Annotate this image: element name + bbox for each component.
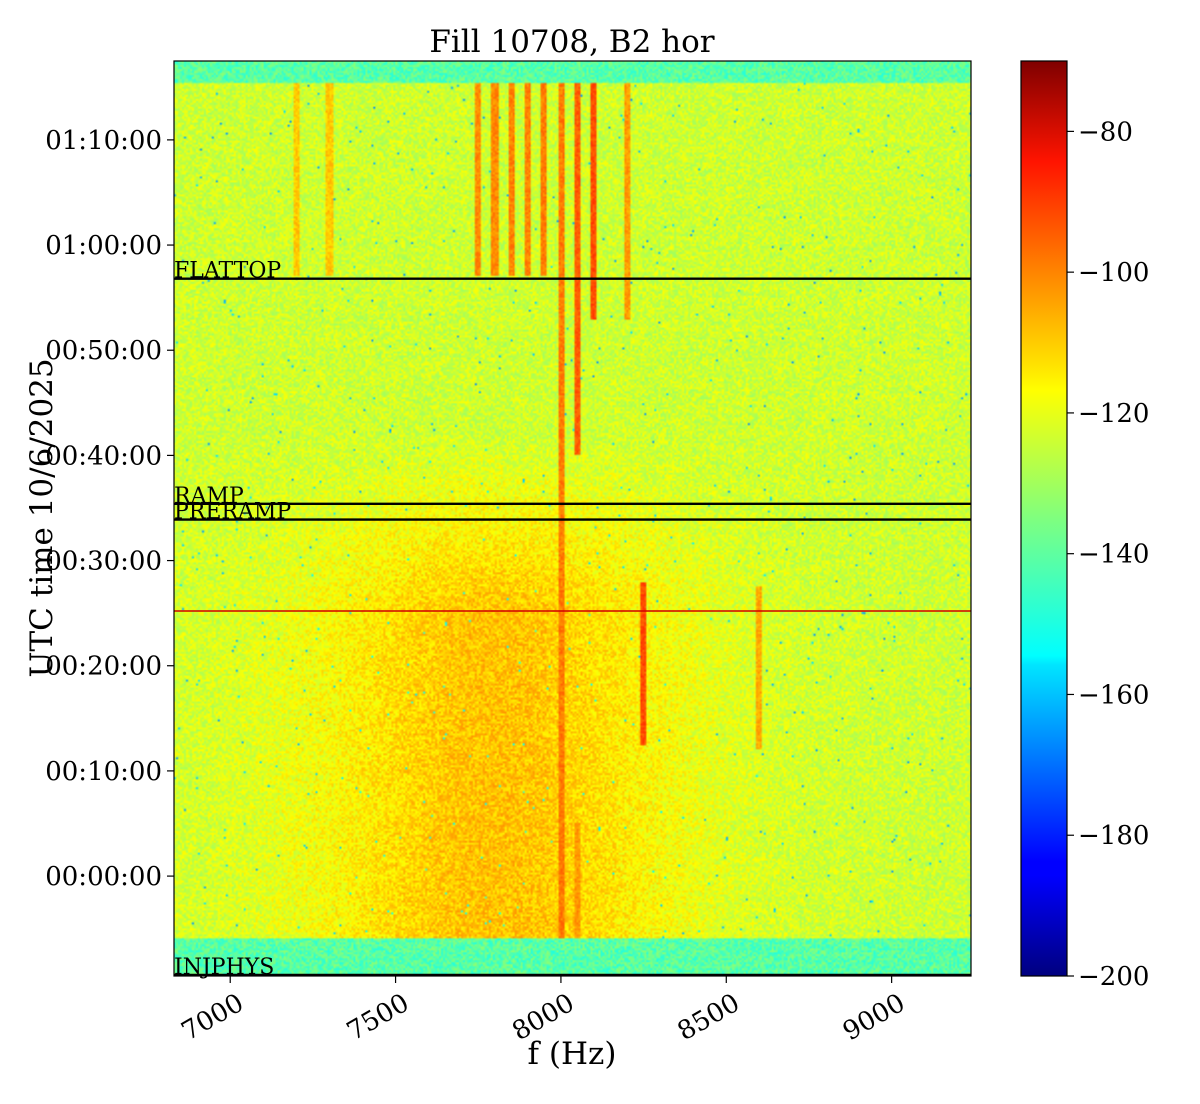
- event-label: RAMP: [174, 484, 244, 509]
- x-tick-label: 8500: [673, 988, 745, 1047]
- colorbar-tick-label: −100: [1078, 258, 1149, 288]
- y-tick-label: 01:00:00: [45, 231, 162, 261]
- y-axis-label: UTC time 10/6/2025: [24, 358, 60, 677]
- chart-title: Fill 10708, B2 hor: [429, 24, 714, 60]
- colorbar: [1020, 60, 1068, 977]
- y-tick-label: 01:10:00: [45, 126, 162, 156]
- colorbar-axis: −200 −180 −160 −140 −120 −100 −80: [1067, 117, 1149, 992]
- x-tick-label: 7000: [177, 988, 249, 1047]
- y-tick-label: 00:50:00: [45, 336, 162, 366]
- y-tick-label: 00:00:00: [45, 862, 162, 892]
- colorbar-tick-label: −140: [1078, 540, 1149, 570]
- y-tick-label: 00:20:00: [45, 652, 162, 682]
- x-axis-label: f (Hz): [528, 1036, 617, 1072]
- colorbar-tick-label: −120: [1078, 399, 1149, 429]
- colorbar-tick-label: −80: [1078, 117, 1133, 147]
- y-tick-label: 00:30:00: [45, 547, 162, 577]
- y-axis: 00:00:00 00:10:00 00:20:00 00:30:00 00:40:00…: [45, 126, 174, 892]
- colorbar-tick-label: −160: [1078, 680, 1149, 710]
- event-label: FLATTOP: [174, 259, 281, 284]
- event-label: PRERAMP: [174, 500, 291, 525]
- y-tick-label: 00:10:00: [45, 757, 162, 787]
- colorbar-tick-label: −180: [1078, 821, 1149, 851]
- y-tick-label: 00:40:00: [45, 441, 162, 471]
- colorbar-tick-label: −200: [1078, 962, 1149, 992]
- x-tick-label: 9000: [838, 988, 910, 1047]
- plot-frame: [173, 60, 972, 977]
- x-tick-label: 7500: [342, 988, 414, 1047]
